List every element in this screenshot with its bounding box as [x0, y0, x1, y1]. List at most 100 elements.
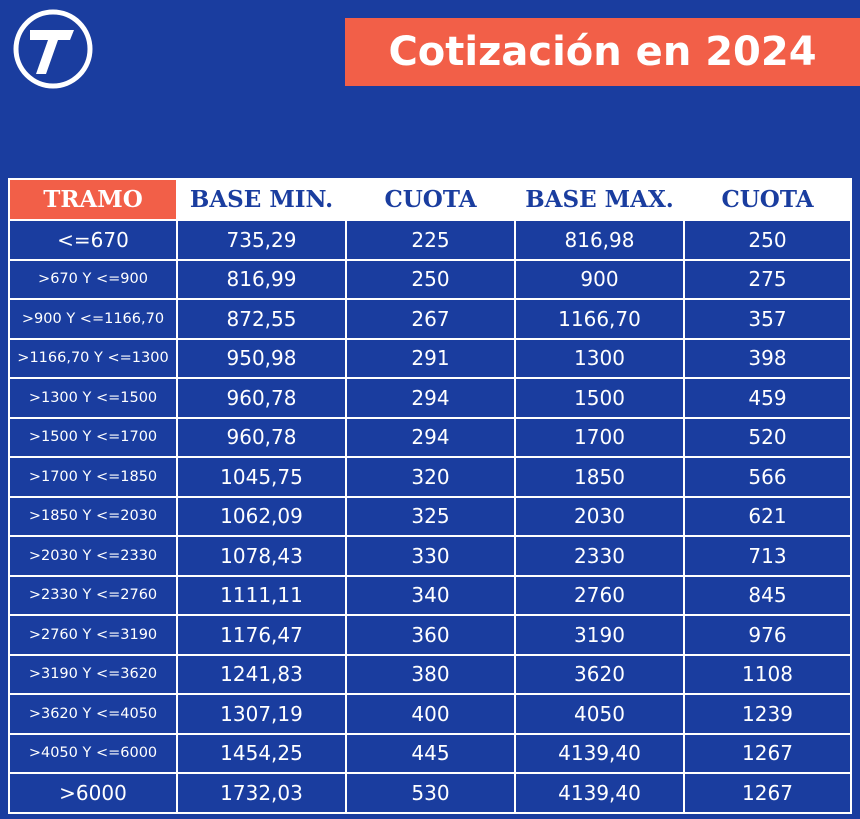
table-row: >670 Y <=900 816,99 250 900 275: [8, 258, 852, 300]
column-header: BASE MAX.: [514, 178, 685, 221]
value-cell: 713: [683, 535, 852, 577]
table-row: >2760 Y <=3190 1176,47 360 3190 976: [8, 614, 852, 656]
value-cell: 900: [514, 258, 685, 300]
table-row: >6000 1732,03 530 4139,40 1267: [8, 772, 852, 814]
value-cell: 275: [683, 258, 852, 300]
range-cell: >2030 Y <=2330: [8, 535, 178, 577]
table-row: >4050 Y <=6000 1454,25 445 4139,40 1267: [8, 732, 852, 774]
value-cell: 1111,11: [176, 574, 347, 616]
table-row: >1500 Y <=1700 960,78 294 1700 520: [8, 416, 852, 458]
table-row: >3620 Y <=4050 1307,19 400 4050 1239: [8, 693, 852, 735]
column-header: BASE MIN.: [176, 178, 347, 221]
value-cell: 267: [345, 298, 516, 340]
value-cell: 4139,40: [514, 772, 685, 814]
value-cell: 4139,40: [514, 732, 685, 774]
table-row: >1300 Y <=1500 960,78 294 1500 459: [8, 377, 852, 419]
value-cell: 1166,70: [514, 298, 685, 340]
value-cell: 530: [345, 772, 516, 814]
range-cell: >1166,70 Y <=1300: [8, 337, 178, 379]
range-cell: >1500 Y <=1700: [8, 416, 178, 458]
value-cell: 520: [683, 416, 852, 458]
value-cell: 380: [345, 653, 516, 695]
value-cell: 294: [345, 416, 516, 458]
column-header: CUOTA: [683, 178, 852, 221]
range-cell: >1300 Y <=1500: [8, 377, 178, 419]
table-row: >1850 Y <=2030 1062,09 325 2030 621: [8, 495, 852, 537]
table-row: >900 Y <=1166,70 872,55 267 1166,70 357: [8, 298, 852, 340]
value-cell: 872,55: [176, 298, 347, 340]
value-cell: 1108: [683, 653, 852, 695]
value-cell: 2030: [514, 495, 685, 537]
value-cell: 250: [683, 219, 852, 261]
value-cell: 340: [345, 574, 516, 616]
value-cell: 445: [345, 732, 516, 774]
value-cell: 1239: [683, 693, 852, 735]
value-cell: 1241,83: [176, 653, 347, 695]
value-cell: 1078,43: [176, 535, 347, 577]
range-cell: >6000: [8, 772, 178, 814]
value-cell: 398: [683, 337, 852, 379]
title: Cotización en 2024: [388, 29, 817, 75]
range-cell: >2330 Y <=2760: [8, 574, 178, 616]
value-cell: 1176,47: [176, 614, 347, 656]
value-cell: 1850: [514, 456, 685, 498]
value-cell: 2330: [514, 535, 685, 577]
value-cell: 3190: [514, 614, 685, 656]
range-cell: >2760 Y <=3190: [8, 614, 178, 656]
value-cell: 250: [345, 258, 516, 300]
value-cell: 816,98: [514, 219, 685, 261]
value-cell: 1267: [683, 772, 852, 814]
value-cell: 330: [345, 535, 516, 577]
value-cell: 1454,25: [176, 732, 347, 774]
table-row: >1700 Y <=1850 1045,75 320 1850 566: [8, 456, 852, 498]
range-cell: >1850 Y <=2030: [8, 495, 178, 537]
table-row: <=670 735,29 225 816,98 250: [8, 219, 852, 261]
value-cell: 1062,09: [176, 495, 347, 537]
column-header: CUOTA: [345, 178, 516, 221]
table-row: >2030 Y <=2330 1078,43 330 2330 713: [8, 535, 852, 577]
value-cell: 291: [345, 337, 516, 379]
value-cell: 960,78: [176, 416, 347, 458]
range-cell: >4050 Y <=6000: [8, 732, 178, 774]
value-cell: 1045,75: [176, 456, 347, 498]
title-banner: Cotización en 2024: [345, 18, 860, 86]
range-cell: >900 Y <=1166,70: [8, 298, 178, 340]
table-body: <=670 735,29 225 816,98 250 >670 Y <=900 816,9…: [8, 219, 852, 814]
value-cell: 400: [345, 693, 516, 735]
value-cell: 1732,03: [176, 772, 347, 814]
value-cell: 566: [683, 456, 852, 498]
value-cell: 816,99: [176, 258, 347, 300]
value-cell: 976: [683, 614, 852, 656]
value-cell: 294: [345, 377, 516, 419]
value-cell: 1300: [514, 337, 685, 379]
value-cell: 845: [683, 574, 852, 616]
table-row: >3190 Y <=3620 1241,83 380 3620 1108: [8, 653, 852, 695]
value-cell: 1267: [683, 732, 852, 774]
range-cell: >670 Y <=900: [8, 258, 178, 300]
value-cell: 320: [345, 456, 516, 498]
range-cell: <=670: [8, 219, 178, 261]
range-cell: >3620 Y <=4050: [8, 693, 178, 735]
value-cell: 735,29: [176, 219, 347, 261]
table-row: >2330 Y <=2760 1111,11 340 2760 845: [8, 574, 852, 616]
value-cell: 1700: [514, 416, 685, 458]
table: TRAMO BASE MIN. CUOTA BASE MAX. CUOTA <=670 7…: [8, 178, 852, 814]
column-header: TRAMO: [8, 178, 178, 221]
value-cell: 357: [683, 298, 852, 340]
value-cell: 459: [683, 377, 852, 419]
value-cell: 1500: [514, 377, 685, 419]
table-row: >1166,70 Y <=1300 950,98 291 1300 398: [8, 337, 852, 379]
range-cell: >3190 Y <=3620: [8, 653, 178, 695]
value-cell: 325: [345, 495, 516, 537]
value-cell: 1307,19: [176, 693, 347, 735]
header-row: TRAMO BASE MIN. CUOTA BASE MAX. CUOTA: [8, 178, 852, 221]
value-cell: 3620: [514, 653, 685, 695]
value-cell: 2760: [514, 574, 685, 616]
value-cell: 950,98: [176, 337, 347, 379]
logo: [13, 9, 93, 89]
value-cell: 360: [345, 614, 516, 656]
range-cell: >1700 Y <=1850: [8, 456, 178, 498]
value-cell: 960,78: [176, 377, 347, 419]
value-cell: 621: [683, 495, 852, 537]
